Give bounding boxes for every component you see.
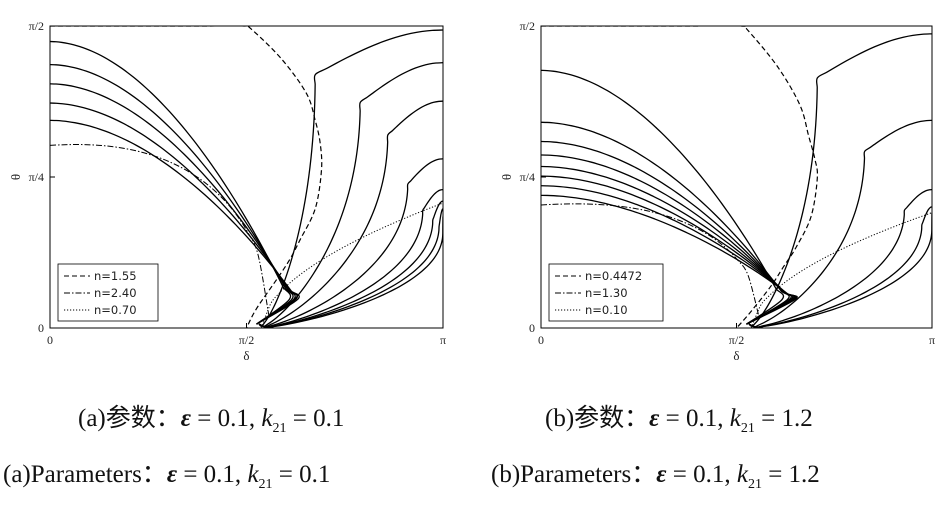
- y-tick-label: π/2: [29, 19, 44, 33]
- y-tick-label: π/4: [29, 170, 44, 184]
- x-tick-label: π: [929, 333, 935, 347]
- legend: n=0.4472 n=1.30 n=0.10: [548, 263, 664, 322]
- left-trajectory: [541, 69, 785, 325]
- x-tick-label: π/2: [239, 333, 254, 347]
- left-trajectory: [541, 175, 796, 325]
- right-trajectory: [258, 188, 443, 328]
- boundary-dotted: [750, 212, 932, 328]
- left-trajectory: [50, 102, 298, 325]
- legend-label: n=2.40: [94, 286, 137, 300]
- caption-a-english: (a)Parameters：ε = 0.1, k21 = 0.1: [3, 461, 331, 492]
- y-axis-label: θ: [499, 174, 514, 180]
- boundary-dashdot: [541, 203, 760, 317]
- right-trajectory: [258, 29, 443, 327]
- separatrix-dashed: [50, 26, 323, 328]
- left-trajectory: [541, 121, 790, 325]
- y-tick-label: π/4: [520, 170, 535, 184]
- left-trajectory: [50, 63, 294, 325]
- left-trajectory: [541, 154, 794, 325]
- right-trajectory: [258, 200, 443, 328]
- left-trajectory: [50, 40, 292, 325]
- plot-area: [541, 26, 932, 328]
- x-axis-label: δ: [733, 348, 739, 363]
- right-trajectory: [748, 119, 932, 328]
- caption-a-chinese: (a)参数：ε = 0.1, k21 = 0.1: [78, 405, 345, 436]
- boundary-dotted: [261, 202, 443, 328]
- right-trajectory: [258, 158, 443, 328]
- legend-label: n=0.10: [585, 303, 628, 317]
- right-trajectory: [258, 216, 443, 328]
- legend-label: n=1.30: [585, 286, 628, 300]
- x-tick-label: π/2: [729, 333, 744, 347]
- caption-b-english: (b)Parameters：ε = 0.1, k21 = 1.2: [491, 461, 820, 492]
- legend-label: n=1.55: [94, 269, 137, 283]
- legend-label: n=0.70: [94, 303, 137, 317]
- y-axis-label: θ: [8, 174, 23, 180]
- y-tick-label: 0: [529, 321, 535, 335]
- y-tick-label: π/2: [520, 19, 535, 33]
- legend-label: n=0.4472: [585, 269, 642, 283]
- x-axis-label: δ: [243, 348, 249, 363]
- right-trajectory: [258, 100, 443, 328]
- left-trajectory: [541, 140, 792, 325]
- y-tick-label: 0: [38, 321, 44, 335]
- right-trajectory: [748, 33, 932, 327]
- x-tick-label: π: [440, 333, 446, 347]
- left-trajectory: [50, 83, 296, 325]
- separatrix-dashed: [541, 26, 819, 328]
- boundary-dashdot: [50, 144, 270, 317]
- x-tick-label: 0: [538, 333, 544, 347]
- x-tick-label: 0: [47, 333, 53, 347]
- right-trajectory: [258, 208, 443, 328]
- right-trajectory: [748, 188, 932, 328]
- right-trajectory: [748, 206, 932, 328]
- left-trajectory: [50, 119, 300, 325]
- left-trajectory: [541, 185, 797, 325]
- caption-b-chinese: (b)参数：ε = 0.1, k21 = 1.2: [545, 405, 813, 436]
- right-trajectory: [258, 62, 443, 328]
- left-trajectory: [541, 165, 795, 325]
- plot-area: [50, 26, 443, 328]
- legend: n=1.55 n=2.40 n=0.70: [57, 263, 159, 322]
- left-trajectory: [541, 194, 798, 325]
